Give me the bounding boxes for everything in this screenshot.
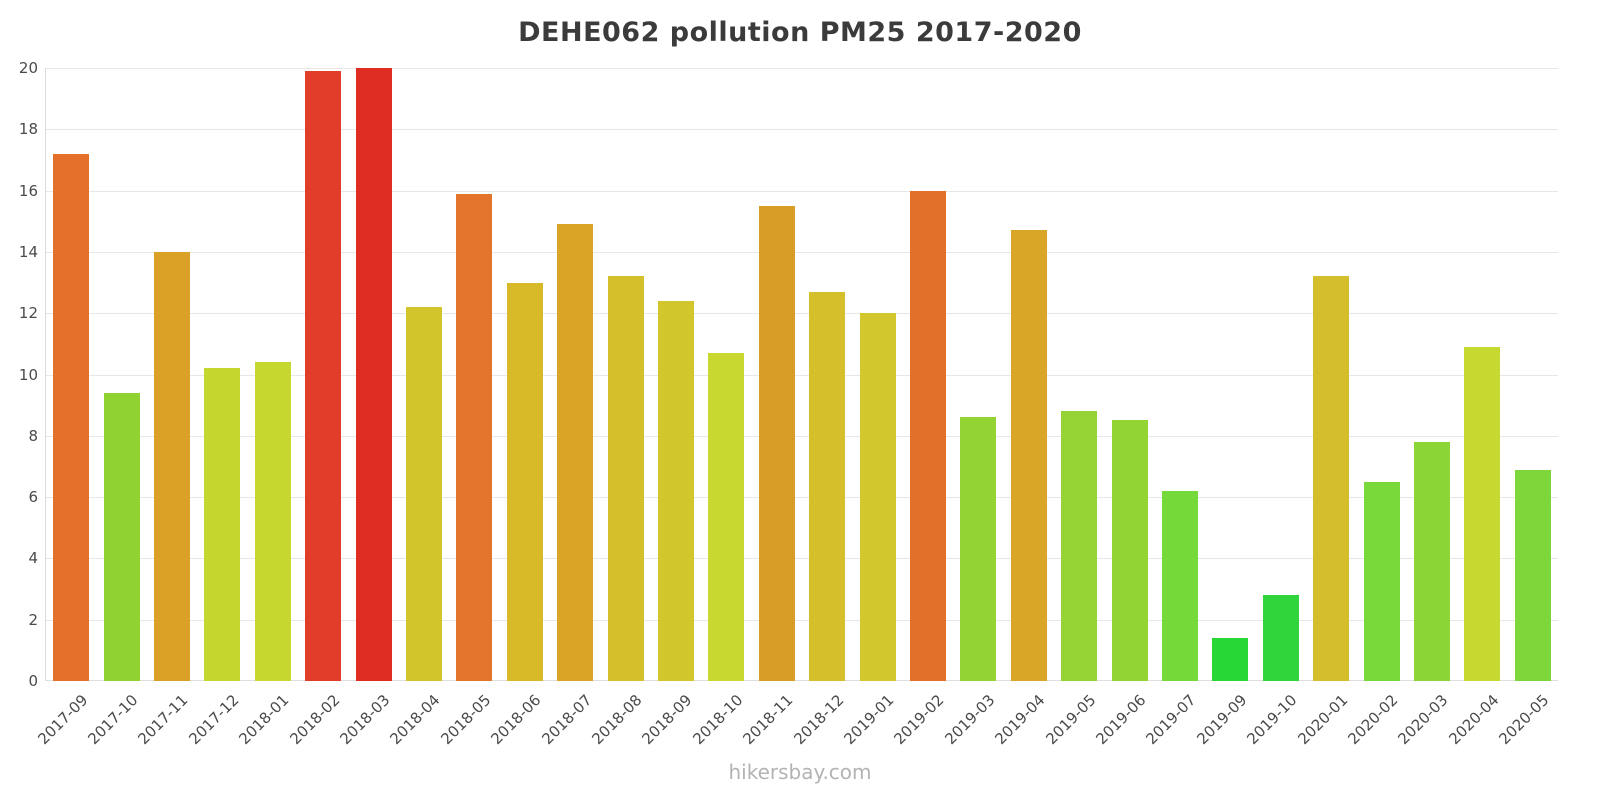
bar-2019-03 [960, 417, 997, 681]
plot-area [45, 68, 1558, 681]
bar-2018-02 [305, 71, 342, 681]
y-tick-label: 10 [18, 365, 38, 384]
y-tick-label: 6 [28, 488, 38, 507]
bar-2018-10 [708, 353, 745, 681]
chart-title: DEHE062 pollution PM25 2017-2020 [518, 17, 1082, 48]
bar-2017-11 [154, 251, 190, 681]
y-tick-label: 0 [28, 672, 38, 690]
bar-2018-01 [254, 362, 291, 681]
bar-2018-07 [557, 224, 594, 681]
y-tick-label: 4 [28, 549, 38, 568]
bar-2017-12 [204, 368, 241, 681]
gridline [46, 558, 1558, 560]
bar-2017-09 [53, 153, 90, 681]
bar-2019-01 [859, 313, 896, 681]
bar-2019-09 [1212, 638, 1249, 681]
bar-2018-08 [607, 276, 644, 681]
bar-2020-05 [1514, 469, 1551, 681]
watermark: hikersbay.com [728, 760, 872, 784]
bar-2020-02 [1363, 481, 1400, 681]
bar-2019-06 [1111, 420, 1148, 681]
bar-2020-01 [1313, 276, 1350, 681]
gridline [46, 313, 1558, 315]
bar-2019-07 [1162, 490, 1198, 681]
y-tick-label: 18 [18, 120, 38, 139]
y-tick-label: 14 [18, 242, 38, 261]
bar-2017-10 [103, 392, 140, 681]
bar-2018-05 [456, 193, 493, 681]
bar-2018-04 [406, 307, 442, 681]
gridline [46, 619, 1558, 621]
bar-2018-12 [809, 291, 846, 681]
bar-2018-11 [758, 205, 795, 681]
bar-2020-03 [1414, 441, 1450, 681]
gridline [46, 251, 1558, 253]
gridline [46, 374, 1558, 376]
bar-2018-09 [658, 300, 694, 681]
y-tick-label: 20 [18, 59, 38, 77]
gridline [46, 190, 1558, 192]
bar-2019-05 [1061, 411, 1098, 681]
y-tick-label: 12 [18, 304, 38, 323]
y-tick-label: 16 [18, 181, 38, 200]
bar-2018-03 [355, 68, 392, 681]
gridline [46, 435, 1558, 437]
bar-2019-10 [1262, 595, 1299, 681]
gridline [46, 129, 1558, 131]
bar-2018-06 [506, 282, 543, 681]
bar-2020-04 [1464, 346, 1501, 681]
gridline [46, 497, 1558, 499]
gridline [46, 68, 1558, 69]
bar-2019-02 [910, 190, 946, 681]
y-tick-label: 2 [28, 610, 38, 629]
y-tick-label: 8 [28, 426, 38, 445]
bar-2019-04 [1010, 230, 1047, 681]
x-axis-line [46, 680, 1558, 681]
